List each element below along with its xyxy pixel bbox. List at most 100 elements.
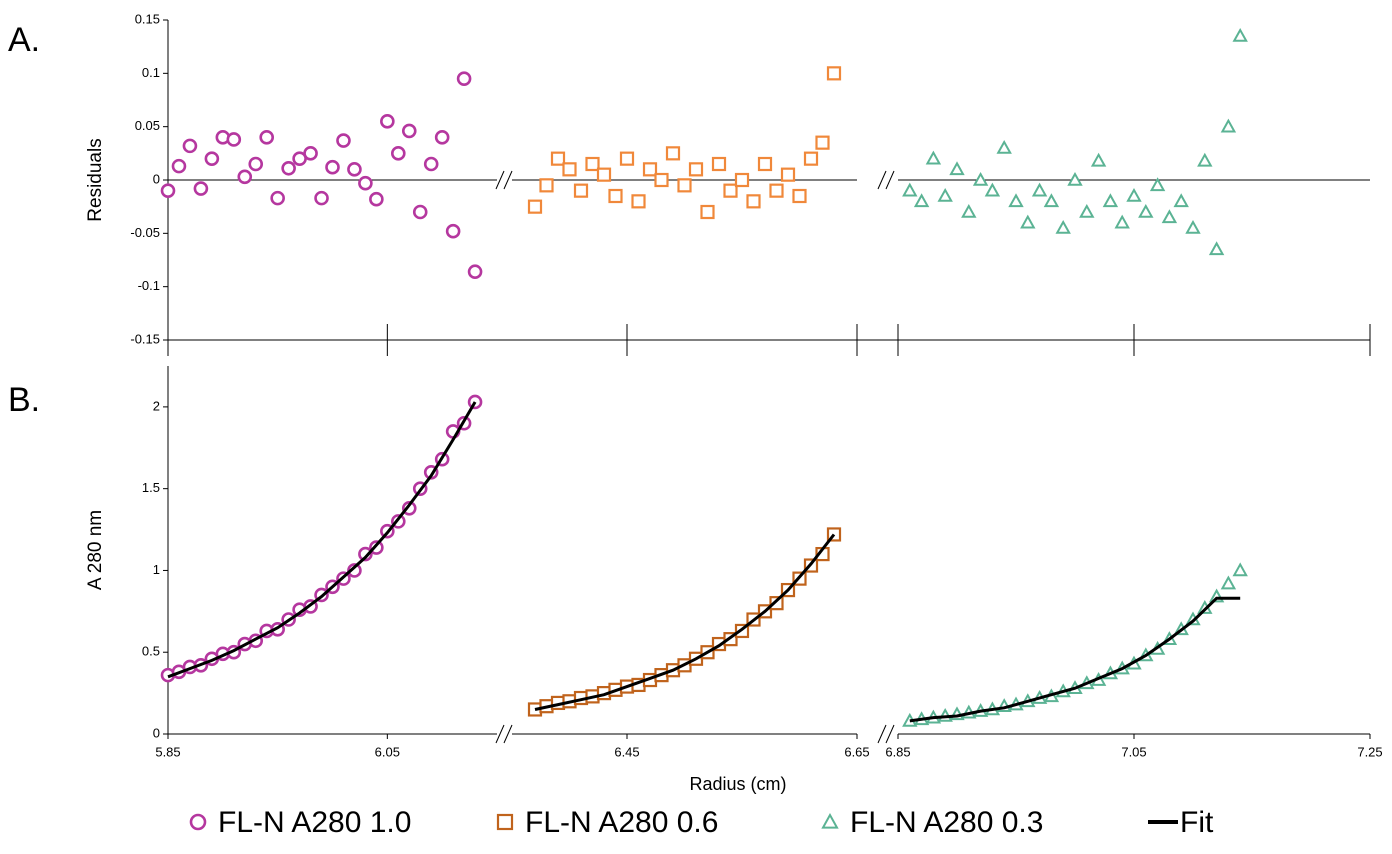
axis-break xyxy=(503,170,513,190)
point xyxy=(631,194,646,209)
point xyxy=(1031,182,1048,197)
axis-break xyxy=(495,724,505,744)
point xyxy=(700,204,715,220)
y-tick-label: 0.1 xyxy=(142,65,160,80)
point xyxy=(1043,193,1060,208)
point xyxy=(1197,152,1213,167)
point xyxy=(237,169,253,185)
point xyxy=(723,183,738,198)
point xyxy=(1232,27,1248,42)
x-tick-label: 6.85 xyxy=(885,744,910,759)
point xyxy=(456,71,472,86)
axis-break xyxy=(495,170,505,190)
point xyxy=(412,204,428,220)
point xyxy=(734,172,750,188)
point xyxy=(182,138,198,154)
point xyxy=(527,199,543,214)
y-tick-label: 1.5 xyxy=(142,480,160,495)
point xyxy=(1126,187,1142,202)
point xyxy=(642,162,658,177)
point xyxy=(336,133,351,148)
point xyxy=(949,161,965,176)
point xyxy=(803,151,819,166)
point xyxy=(573,183,589,198)
point xyxy=(270,190,285,206)
point xyxy=(562,162,577,177)
point xyxy=(1185,219,1201,234)
x-tick-label: 6.45 xyxy=(614,744,639,759)
point xyxy=(937,187,953,202)
point xyxy=(913,193,930,208)
point xyxy=(248,156,264,172)
point xyxy=(281,160,296,176)
y-tick-label: -0.05 xyxy=(130,225,160,240)
point xyxy=(961,203,977,218)
point xyxy=(380,114,395,129)
x-tick-label: 7.25 xyxy=(1357,744,1382,759)
point xyxy=(390,146,406,161)
point xyxy=(423,156,439,172)
point xyxy=(160,183,176,198)
y-tick-label: 0 xyxy=(153,725,160,740)
point xyxy=(815,135,830,150)
point xyxy=(1232,562,1248,577)
y-tick-label: 0.5 xyxy=(142,644,160,659)
axis-break xyxy=(877,724,887,744)
y-tick-label: -0.1 xyxy=(138,278,160,293)
y-tick-label: 1 xyxy=(153,562,160,577)
point xyxy=(826,66,842,81)
point xyxy=(204,151,220,166)
fit-line xyxy=(167,401,1241,723)
point xyxy=(1008,193,1024,208)
point xyxy=(1090,152,1107,167)
point xyxy=(401,500,417,516)
point xyxy=(1149,177,1166,192)
legend-swatch xyxy=(189,813,207,831)
point xyxy=(665,146,681,161)
point xyxy=(445,223,461,239)
axis-break xyxy=(503,724,513,744)
axis-break xyxy=(885,724,895,744)
point xyxy=(171,158,187,174)
x-tick-label: 7.05 xyxy=(1121,744,1146,759)
point xyxy=(757,156,773,172)
point xyxy=(401,123,417,139)
point xyxy=(596,167,612,182)
point xyxy=(1067,171,1083,186)
x-tick-label: 6.65 xyxy=(844,744,869,759)
point xyxy=(608,188,623,204)
y-axis-title: A 280 nm xyxy=(85,510,106,590)
point xyxy=(769,596,784,611)
point xyxy=(984,182,1001,197)
x-axis-title: Radius (cm) xyxy=(689,774,786,794)
point xyxy=(1114,214,1130,229)
point xyxy=(1220,118,1237,133)
point xyxy=(347,162,362,177)
point xyxy=(1102,193,1119,208)
point xyxy=(711,156,727,172)
legend-label: FL-N A280 0.3 xyxy=(850,806,1043,839)
point xyxy=(1161,209,1178,224)
point xyxy=(780,167,796,182)
point xyxy=(677,178,692,193)
point xyxy=(902,182,918,197)
point xyxy=(746,194,761,209)
point xyxy=(792,188,807,204)
point xyxy=(325,159,340,175)
point xyxy=(619,151,635,166)
point xyxy=(1055,219,1071,234)
point xyxy=(369,191,384,207)
point xyxy=(226,132,242,147)
point xyxy=(434,130,450,145)
point xyxy=(654,172,669,188)
legend-label: FL-N A280 0.6 xyxy=(525,806,718,839)
point xyxy=(585,156,600,172)
point xyxy=(1173,193,1189,208)
point xyxy=(314,190,329,206)
point xyxy=(996,139,1012,154)
axis-break xyxy=(877,170,887,190)
point xyxy=(193,181,209,196)
point xyxy=(1020,214,1036,229)
y-tick-label: 0.05 xyxy=(135,118,160,133)
